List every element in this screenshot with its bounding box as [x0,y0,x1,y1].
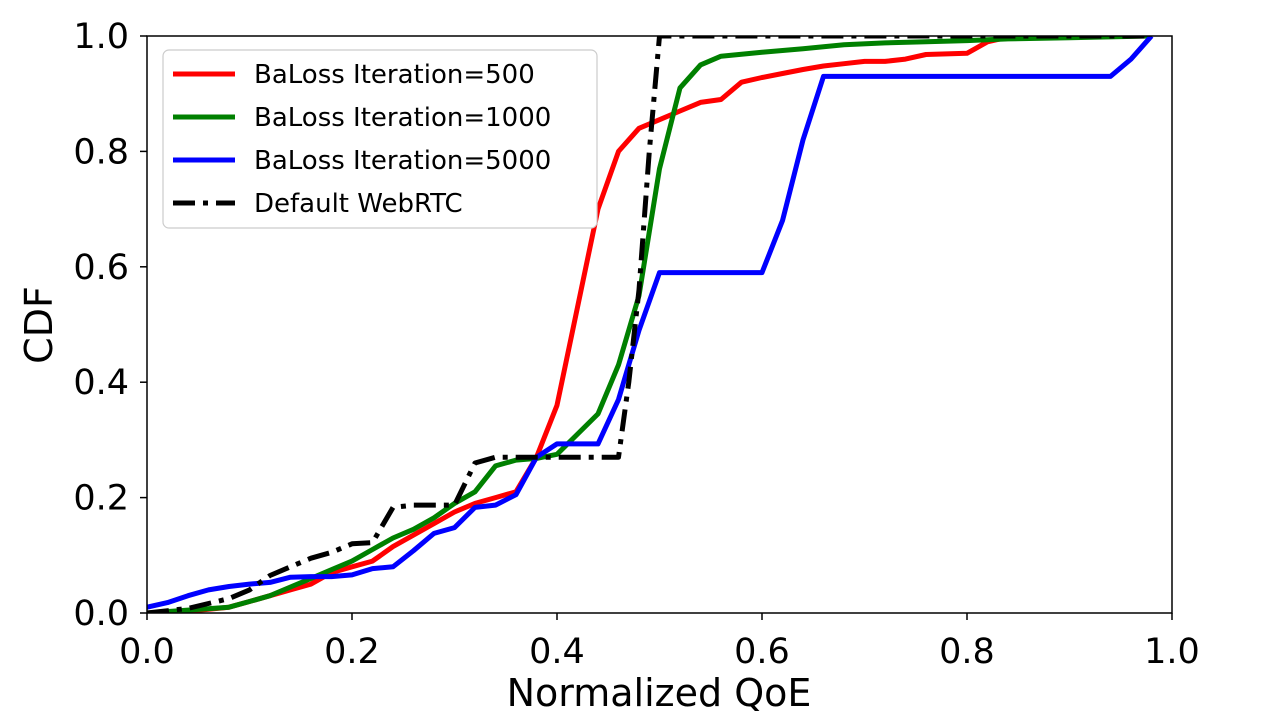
series-layer [147,36,1154,613]
x-axis: 0.0 0.2 0.4 0.6 0.8 1.0 [119,613,1200,672]
y-tick-label: 0.2 [73,479,129,519]
x-tick-label: 0.8 [939,632,995,672]
legend-box [162,49,598,229]
x-tick-label: 0.6 [734,632,790,672]
y-axis-title: CDF [17,286,61,364]
legend-label: Default WebRTC [254,189,463,219]
y-axis: 0.0 0.2 0.4 0.6 0.8 1.0 [73,17,147,634]
x-tick-label: 0.4 [529,632,585,672]
y-tick-label: 1.0 [73,17,129,57]
x-tick-label: 1.0 [1144,632,1200,672]
series-line-baloss-iteration-500 [147,36,1152,613]
y-tick-label: 0.4 [73,363,129,403]
legend-label: BaLoss Iteration=1000 [254,103,551,133]
y-tick-label: 0.8 [73,132,129,172]
x-tick-label: 0.0 [119,632,175,672]
y-tick-label: 0.0 [73,594,129,634]
series-line-default-webrtc [147,36,1152,613]
x-tick-label: 0.2 [324,632,380,672]
legend-label: BaLoss Iteration=500 [254,60,535,90]
legend: BaLoss Iteration=500 BaLoss Iteration=100… [162,49,598,229]
y-tick-label: 0.6 [73,248,129,288]
x-axis-title: Normalized QoE [507,671,812,715]
legend-label: BaLoss Iteration=5000 [254,146,551,176]
plot-frame [146,35,1173,614]
